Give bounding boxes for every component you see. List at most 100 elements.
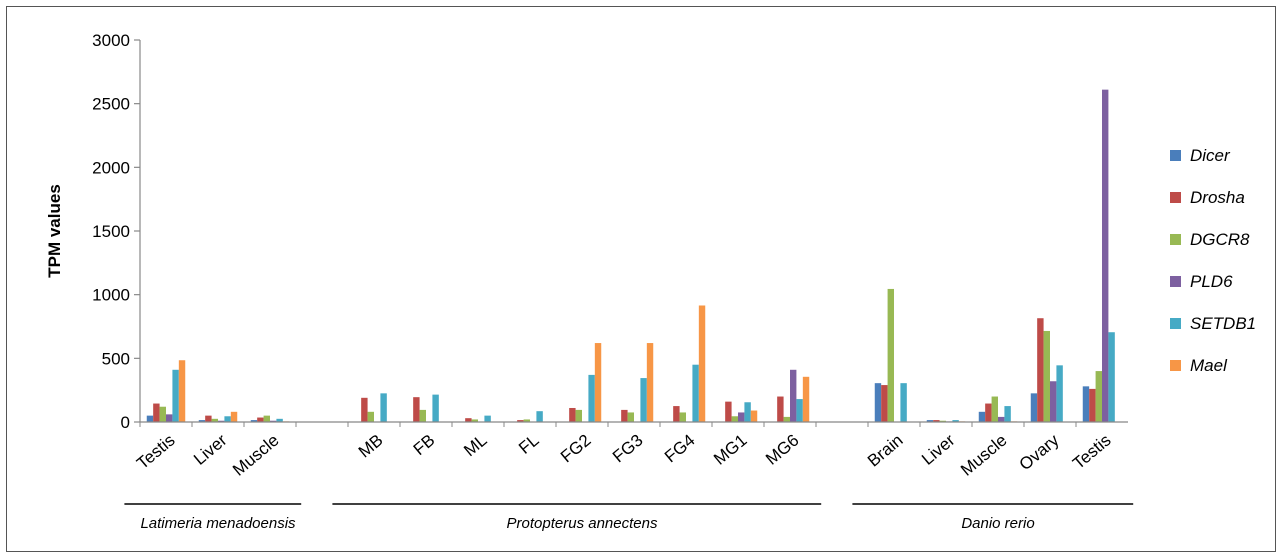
bar-drosha-liver	[205, 415, 212, 422]
bar-setdb1-liver	[224, 416, 231, 422]
bar-dgcr8-fg2	[575, 409, 582, 422]
x-category-label: Brain	[864, 431, 907, 471]
bar-mael-fg2	[594, 343, 602, 422]
bar-pld6-mg1	[738, 412, 745, 422]
bar-dgcr8-fg4	[679, 412, 686, 422]
bar-dgcr8-mg6	[783, 416, 790, 422]
legend: Dicer Drosha DGCR8 PLD6 SETDB1 Mael	[1170, 146, 1256, 375]
bar-drosha-ovary	[1037, 318, 1044, 422]
x-category-label: Muscle	[229, 431, 282, 480]
bar-setdb1-mg6	[796, 399, 803, 422]
bar-setdb1-muscle	[1004, 406, 1011, 422]
legend-swatch-dicer	[1170, 150, 1181, 161]
legend-swatch-drosha	[1170, 192, 1181, 203]
legend-label-mael: Mael	[1190, 356, 1228, 375]
bar-mael-mg6	[802, 376, 810, 422]
bar-dgcr8-testis	[159, 406, 166, 422]
bar-drosha-mg6	[777, 396, 784, 422]
group-label: Protopterus annectens	[507, 515, 658, 532]
legend-swatch-pld6	[1170, 276, 1181, 287]
bar-drosha-fg3	[621, 409, 628, 422]
bar-pld6-liver	[218, 420, 225, 422]
bar-drosha-fg4	[673, 406, 680, 422]
bar-pld6-mg6	[790, 369, 797, 422]
y-tick-label: 3000	[92, 31, 130, 50]
bar-drosha-liver	[933, 420, 940, 422]
bar-mael-mg1	[750, 410, 758, 422]
x-category-label: FB	[410, 431, 439, 460]
bar-setdb1-muscle	[276, 418, 283, 422]
bar-drosha-mg1	[725, 401, 732, 422]
y-tick-label: 2500	[92, 95, 130, 114]
bar-mael-testis	[178, 360, 186, 422]
bar-dgcr8-liver	[211, 418, 218, 422]
y-tick-label: 0	[121, 413, 130, 432]
bar-mael-liver	[230, 411, 238, 422]
bars-layer	[146, 89, 1115, 422]
x-category-label: MG1	[710, 431, 750, 469]
legend-swatch-setdb1	[1170, 318, 1181, 329]
bar-dicer-liver	[926, 420, 934, 422]
bar-dicer-brain	[874, 383, 882, 422]
bar-setdb1-ovary	[1056, 365, 1063, 422]
bar-drosha-brain	[881, 385, 888, 422]
legend-label-dicer: Dicer	[1190, 146, 1231, 165]
bar-dgcr8-fb	[419, 409, 426, 422]
bar-setdb1-testis	[1108, 332, 1115, 422]
bar-pld6-muscle	[270, 420, 277, 422]
legend-swatch-mael	[1170, 360, 1181, 371]
legend-swatch-dgcr8	[1170, 234, 1181, 245]
x-category-label: FG2	[557, 431, 595, 467]
bar-dicer-muscle	[978, 411, 986, 422]
bar-setdb1-brain	[900, 383, 907, 422]
bar-setdb1-fg2	[588, 374, 595, 422]
bar-drosha-mb	[361, 397, 368, 422]
bar-dgcr8-fg3	[627, 412, 634, 422]
legend-label-pld6: PLD6	[1190, 272, 1233, 291]
x-category-label: Testis	[133, 431, 179, 473]
group-labels: Latimeria menadoensis Protopterus annecte…	[124, 503, 1134, 532]
bar-dicer-muscle	[250, 420, 258, 422]
bar-pld6-ovary	[1050, 381, 1057, 422]
bar-mael-fg3	[646, 343, 654, 422]
legend-label-dgcr8: DGCR8	[1190, 230, 1250, 249]
bar-setdb1-mg1	[744, 402, 751, 422]
bar-setdb1-fl	[536, 411, 543, 422]
bar-dgcr8-ml	[471, 419, 478, 422]
legend-label-drosha: Drosha	[1190, 188, 1245, 207]
bar-setdb1-fg4	[692, 364, 699, 422]
group-label: Latimeria menadoensis	[140, 515, 296, 532]
bar-dgcr8-muscle	[263, 415, 270, 422]
y-tick-label: 1000	[92, 286, 130, 305]
legend-label-setdb1: SETDB1	[1190, 314, 1256, 333]
x-category-label: ML	[460, 431, 490, 461]
bar-drosha-fb	[413, 397, 420, 422]
bar-dicer-liver	[198, 420, 206, 422]
bar-setdb1-ml	[484, 415, 491, 422]
y-tick-label: 1500	[92, 222, 130, 241]
x-category-label: FG3	[609, 431, 647, 467]
bar-setdb1-mb	[380, 393, 387, 422]
bar-drosha-ml	[465, 418, 472, 422]
bar-pld6-testis	[1102, 89, 1109, 422]
bar-dgcr8-muscle	[991, 396, 998, 422]
y-tick-label: 2000	[92, 158, 130, 177]
bar-drosha-muscle	[985, 403, 992, 422]
x-category-label: Ovary	[1016, 430, 1063, 474]
bar-mael-fg4	[698, 305, 706, 422]
bar-dgcr8-mg1	[731, 416, 738, 422]
y-axis-label: TPM values	[45, 184, 64, 278]
bar-dicer-testis	[146, 415, 154, 422]
bar-drosha-testis	[1089, 388, 1096, 422]
x-category-label: Liver	[190, 430, 231, 468]
x-category-label: Liver	[918, 430, 959, 468]
chart-frame	[6, 6, 1276, 552]
bar-drosha-muscle	[257, 417, 264, 422]
x-category-label: FG4	[661, 431, 699, 467]
x-category-label: Testis	[1069, 431, 1115, 473]
x-category-label: MG6	[762, 431, 802, 469]
bar-dgcr8-testis	[1095, 371, 1102, 422]
x-category-label: FL	[515, 431, 542, 458]
